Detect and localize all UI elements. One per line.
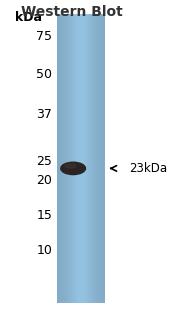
Text: 20: 20 xyxy=(36,174,52,187)
Text: 50: 50 xyxy=(36,68,52,81)
Text: kDa: kDa xyxy=(15,11,42,24)
Text: 25: 25 xyxy=(36,155,52,168)
Ellipse shape xyxy=(65,164,76,168)
Text: 10: 10 xyxy=(36,244,52,257)
Ellipse shape xyxy=(61,162,86,175)
Text: 23kDa: 23kDa xyxy=(129,162,167,175)
Text: Western Blot: Western Blot xyxy=(21,5,123,19)
Text: 37: 37 xyxy=(36,108,52,121)
Text: 75: 75 xyxy=(36,30,52,43)
Text: 15: 15 xyxy=(36,209,52,222)
